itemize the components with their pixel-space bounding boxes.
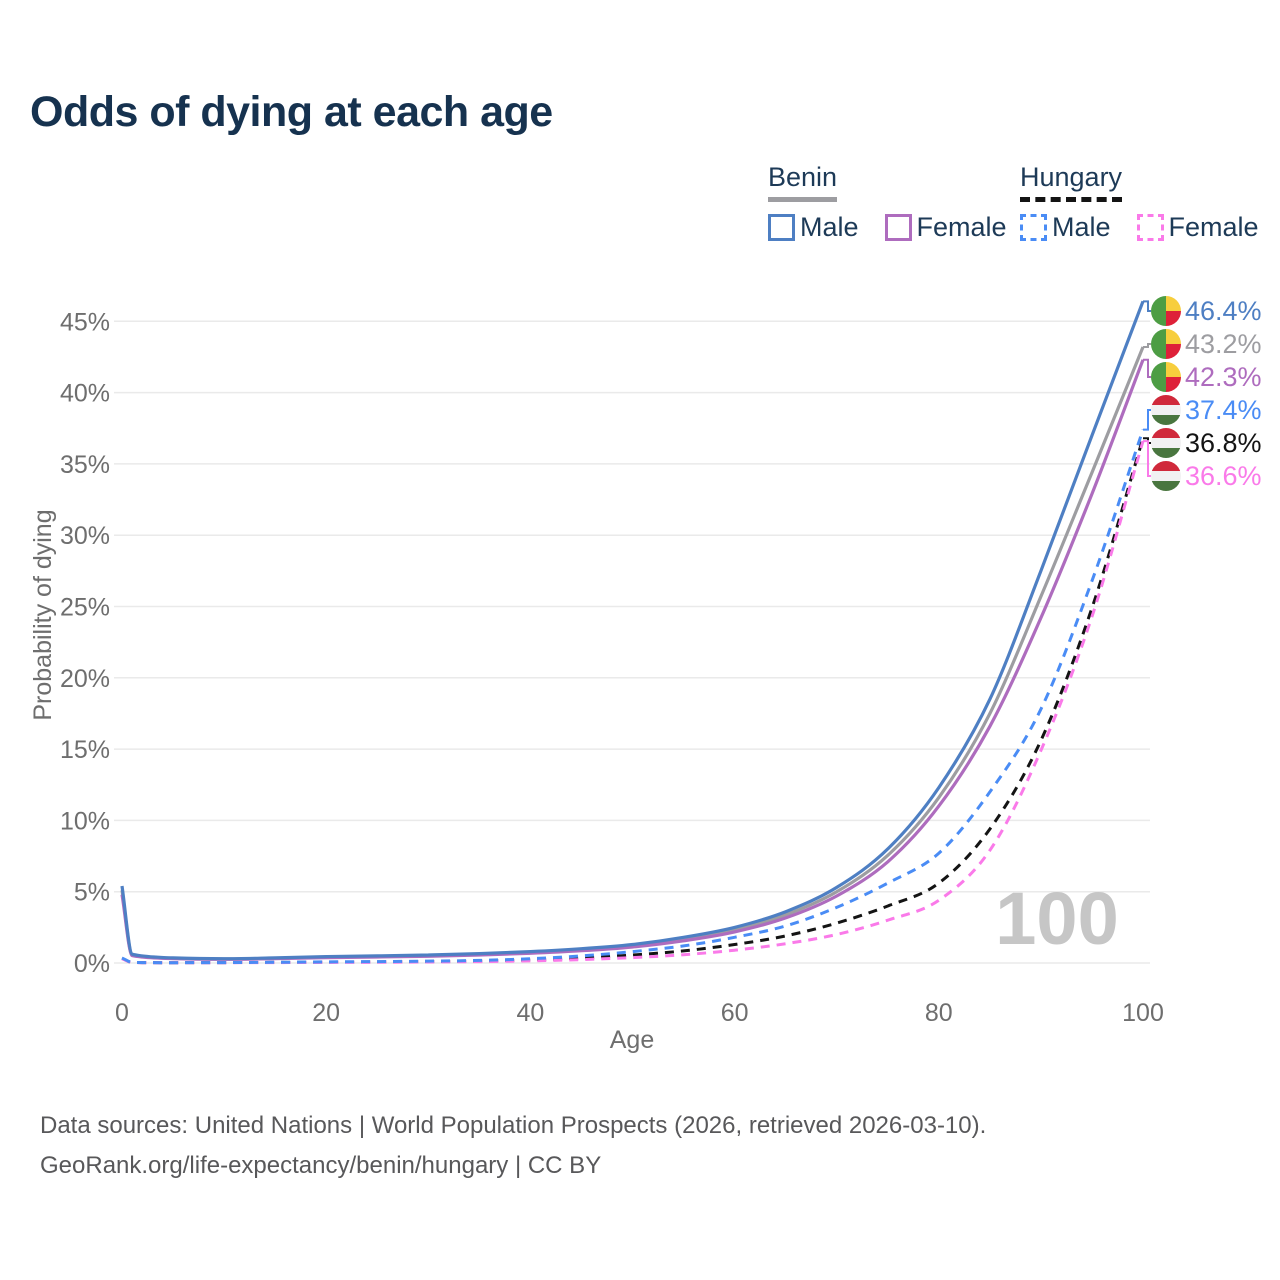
legend-benin-male-label: Male [800,212,859,242]
x-tick-label: 40 [516,999,544,1027]
end-annotations: 46.4%43.2%42.3%37.4%36.8%36.6% [1143,296,1262,491]
y-tick-label: 45% [60,308,110,336]
legend-item-benin-female[interactable]: Female [884,212,1007,243]
legend-group-hungary: Hungary Male Female [1020,162,1259,243]
x-tick-label: 60 [721,999,749,1027]
y-tick-label: 20% [60,665,110,693]
chart-title: Odds of dying at each age [30,88,553,136]
source-line-2: GeoRank.org/life-expectancy/benin/hungar… [40,1152,602,1179]
axis-ticks: 0% 5% 10% 15% 20% 25% 30% 35% 40% 45% 0 20 40 60 80 100 [60,308,1164,1027]
end-label-value-hungary-both: 36.8% [1185,428,1262,458]
end-label-value-benin-male: 46.4% [1185,296,1262,326]
legend-item-hungary-female[interactable]: Female [1136,212,1259,243]
y-tick-label: 0% [74,950,110,978]
end-label-connector [1143,440,1151,477]
y-tick-label: 30% [60,522,110,550]
x-tick-label: 80 [925,999,953,1027]
end-label-value-benin-both: 43.2% [1185,329,1262,359]
flag-icon-hungary [1151,428,1181,458]
y-tick-label: 15% [60,736,110,764]
series-line-benin-both[interactable] [120,346,1145,961]
legend-swatch-benin-male [768,214,795,241]
legend-benin-female-label: Female [916,212,1007,242]
source-footer: Data sources: United Nations | World Pop… [40,1106,986,1186]
series-line-benin-female[interactable] [120,359,1145,961]
age-watermark: 100 [995,877,1118,960]
flag-icon-benin [1151,362,1181,392]
flag-icon-hungary [1151,461,1181,491]
legend-swatch-benin-female [884,214,912,241]
flag-icon-benin [1151,329,1181,359]
series-line-benin-male[interactable] [120,300,1145,961]
legend-hungary-female-label: Female [1168,212,1259,242]
gridlines [114,320,1150,964]
x-axis-title: Age [609,1026,655,1054]
end-label-connector [1143,300,1151,312]
source-line-1: Data sources: United Nations | World Pop… [40,1112,987,1139]
flag-icon-benin [1151,296,1181,326]
end-label-connector [1143,409,1151,431]
series-lines [120,300,1145,965]
x-tick-label: 0 [115,999,129,1027]
series-line-hungary-male[interactable] [121,429,1145,965]
legend-hungary-label[interactable]: Hungary [1020,162,1123,202]
legend-swatch-hungary-male [1020,214,1047,241]
y-tick-label: 5% [74,879,110,907]
x-tick-label: 100 [1122,999,1164,1027]
end-label-value-hungary-male: 37.4% [1185,395,1262,425]
legend-item-benin-male[interactable]: Male [768,212,859,243]
end-label-connector [1143,343,1151,348]
y-tick-label: 40% [60,380,110,408]
legend-item-hungary-male[interactable]: Male [1020,212,1111,243]
y-tick-label: 35% [60,451,110,479]
end-label-value-benin-female: 42.3% [1185,362,1262,392]
y-tick-label: 25% [60,594,110,622]
end-label-connector [1143,358,1151,378]
legend-group-benin: Benin Male Female [768,162,1007,243]
x-tick-label: 20 [312,999,340,1027]
y-tick-label: 10% [60,807,110,835]
legend-swatch-hungary-female [1136,214,1164,241]
flag-icon-hungary [1151,395,1181,425]
end-label-value-hungary-female: 36.6% [1185,461,1262,491]
legend-benin-label[interactable]: Benin [768,162,838,202]
legend-hungary-male-label: Male [1052,212,1111,242]
